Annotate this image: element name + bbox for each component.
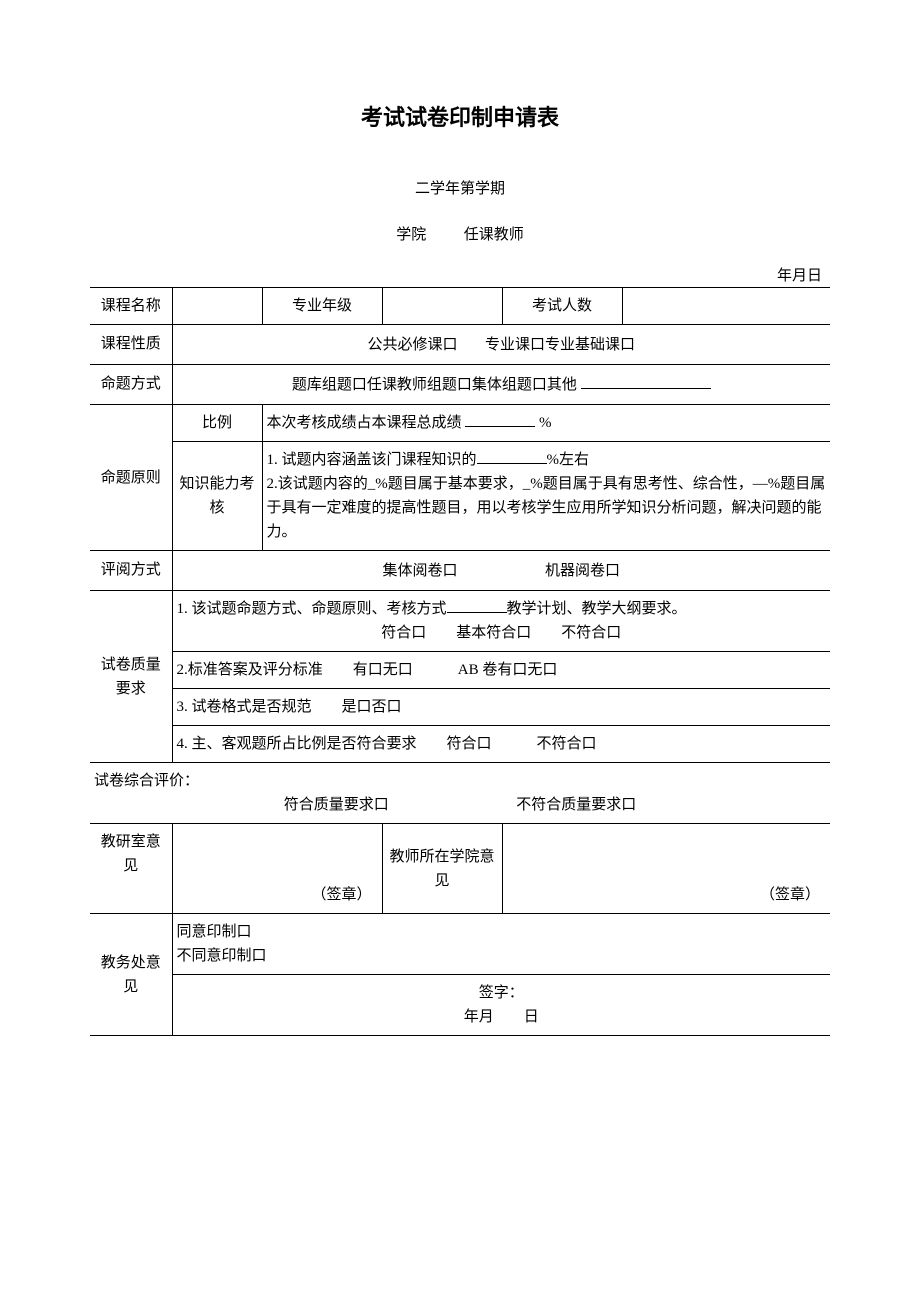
admin-opinion-opts: 同意印制口 不同意印制口 xyxy=(172,914,830,975)
course-name-label: 课程名称 xyxy=(90,288,172,325)
review-method-options: 集体阅卷口 机器阅卷口 xyxy=(172,551,830,591)
college-opinion-label: 教师所在学院意见 xyxy=(382,824,502,914)
ratio-text1: 本次考核成绩占本课程总成绩 xyxy=(267,415,462,431)
knowledge-label: 知识能力考核 xyxy=(172,442,262,551)
q1a: 1. 该试题命题方式、命题原则、考核方式 xyxy=(177,601,447,617)
comprehensive-cell: 试卷综合评价： 符合质量要求口 不符合质量要求口 xyxy=(90,763,830,824)
course-nature-label: 课程性质 xyxy=(90,325,172,365)
quality-q4: 4. 主、客观题所占比例是否符合要求 符合口 不符合口 xyxy=(172,726,830,763)
ratio-text2: % xyxy=(539,415,552,431)
q1-blank xyxy=(447,598,507,613)
teacher-label: 任课教师 xyxy=(464,227,524,243)
comp-opt1: 符合质量要求口 xyxy=(284,797,389,813)
college-opinion-body: （签章） xyxy=(502,824,830,914)
college-teacher-line: 学院 任课教师 xyxy=(90,223,830,244)
exam-count-label: 考试人数 xyxy=(502,288,622,325)
dept-opinion-label: 教研室意见 xyxy=(90,824,172,914)
row-admin-opinion-2: 签字： 年月 日 xyxy=(90,975,830,1036)
review-opt1: 集体阅卷口 xyxy=(382,563,457,579)
quality-q2: 2.标准答案及评分标准 有口无口 AB 卷有口无口 xyxy=(172,652,830,689)
row-course-nature: 课程性质 公共必修课口 专业课口专业基础课口 xyxy=(90,325,830,365)
admin-date: 年月 日 xyxy=(177,1005,827,1029)
dept-opinion-body: （签章） xyxy=(172,824,382,914)
row-comprehensive: 试卷综合评价： 符合质量要求口 不符合质量要求口 xyxy=(90,763,830,824)
admin-opinion-label: 教务处意见 xyxy=(90,914,172,1036)
row-quality-3: 3. 试卷格式是否规范 是口否口 xyxy=(90,689,830,726)
page-title: 考试试卷印制申请表 xyxy=(90,100,830,132)
college-sig: （签章） xyxy=(760,887,820,903)
ratio-blank xyxy=(465,412,535,427)
exam-count-value xyxy=(622,288,830,325)
college-label: 学院 xyxy=(396,227,426,243)
quality-label: 试卷质量要求 xyxy=(90,591,172,763)
question-method-options: 题库组题口任课教师组题口集体组题口其他 xyxy=(172,365,830,405)
semester-line: 二学年第学期 xyxy=(90,177,830,198)
review-method-label: 评阅方式 xyxy=(90,551,172,591)
course-name-value xyxy=(172,288,262,325)
major-grade-value xyxy=(382,288,502,325)
row-principle-ratio: 命题原则 比例 本次考核成绩占本课程总成绩 % xyxy=(90,405,830,442)
major-grade-label: 专业年级 xyxy=(262,288,382,325)
quality-q1: 1. 该试题命题方式、命题原则、考核方式 教学计划、教学大纲要求。 符合口 基本符… xyxy=(172,591,830,652)
knowledge-content: 1. 试题内容涵盖该门课程知识的 %左右 2.该试题内容的_%题目属于基本要求，_… xyxy=(262,442,830,551)
know-line2: 2.该试题内容的_%题目属于基本要求，_%题目属于具有思考性、综合性，—%题目属… xyxy=(267,476,826,540)
quality-q3: 3. 试卷格式是否规范 是口否口 xyxy=(172,689,830,726)
dept-sig: （签章） xyxy=(311,887,371,903)
q1b: 教学计划、教学大纲要求。 xyxy=(507,601,687,617)
nature-opt2: 专业课口专业基础课口 xyxy=(485,337,635,353)
row-admin-opinion-1: 教务处意见 同意印制口 不同意印制口 xyxy=(90,914,830,975)
date-line: 年月日 xyxy=(90,264,830,285)
form-table: 课程名称 专业年级 考试人数 课程性质 公共必修课口 专业课口专业基础课口 命题… xyxy=(90,287,830,1036)
comprehensive-opts: 符合质量要求口 不符合质量要求口 xyxy=(94,793,826,817)
principle-label: 命题原则 xyxy=(90,405,172,551)
ratio-label: 比例 xyxy=(172,405,262,442)
q1-opts: 符合口 基本符合口 不符合口 xyxy=(177,621,827,645)
know-line1a: 1. 试题内容涵盖该门课程知识的 xyxy=(267,452,477,468)
row-quality-4: 4. 主、客观题所占比例是否符合要求 符合口 不符合口 xyxy=(90,726,830,763)
question-method-label: 命题方式 xyxy=(90,365,172,405)
know-blank1 xyxy=(477,449,547,464)
row-question-method: 命题方式 题库组题口任课教师组题口集体组题口其他 xyxy=(90,365,830,405)
review-opt2: 机器阅卷口 xyxy=(545,563,620,579)
admin-agree: 同意印制口 xyxy=(177,920,827,944)
row-principle-knowledge: 知识能力考核 1. 试题内容涵盖该门课程知识的 %左右 2.该试题内容的_%题目属… xyxy=(90,442,830,551)
comp-opt2: 不符合质量要求口 xyxy=(516,797,636,813)
row-course-info: 课程名称 专业年级 考试人数 xyxy=(90,288,830,325)
row-quality-2: 2.标准答案及评分标准 有口无口 AB 卷有口无口 xyxy=(90,652,830,689)
admin-disagree: 不同意印制口 xyxy=(177,944,827,968)
comprehensive-label: 试卷综合评价： xyxy=(94,769,826,793)
row-review-method: 评阅方式 集体阅卷口 机器阅卷口 xyxy=(90,551,830,591)
qmethod-text: 题库组题口任课教师组题口集体组题口其他 xyxy=(292,377,577,393)
row-quality-1: 试卷质量要求 1. 该试题命题方式、命题原则、考核方式教学计划、教学大纲要求。 … xyxy=(90,591,830,652)
know-line1b: %左右 xyxy=(547,452,590,468)
qmethod-blank xyxy=(581,374,711,389)
nature-opt1: 公共必修课口 xyxy=(367,337,457,353)
ratio-content: 本次考核成绩占本课程总成绩 % xyxy=(262,405,830,442)
admin-sign-label: 签字： xyxy=(177,981,827,1005)
admin-sign-cell: 签字： 年月 日 xyxy=(172,975,830,1036)
course-nature-options: 公共必修课口 专业课口专业基础课口 xyxy=(172,325,830,365)
